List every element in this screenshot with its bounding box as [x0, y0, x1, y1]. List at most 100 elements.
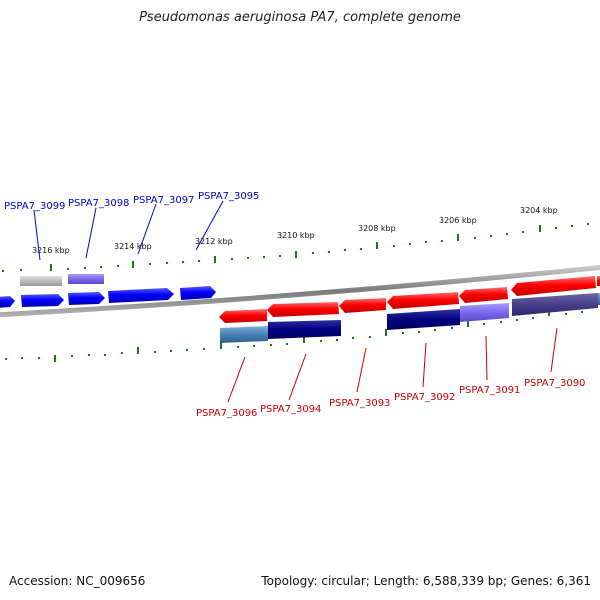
scale-label: 3206 kbp	[439, 216, 477, 225]
tick-mark	[295, 251, 297, 258]
tick-mark	[270, 344, 272, 346]
gene-label-reverse[interactable]: PSPA7_3090	[524, 378, 585, 389]
tick-mark	[137, 347, 139, 354]
gene-label-leader	[422, 342, 427, 388]
gene-arrow-forward[interactable]	[0, 296, 15, 308]
gene-arrow-forward[interactable]	[21, 294, 64, 307]
gene-arrow-reverse-partial[interactable]	[597, 276, 600, 286]
tick-mark	[20, 269, 22, 271]
tick-mark	[170, 350, 172, 352]
outer-tick-row	[2, 223, 589, 272]
gene-label-leader	[356, 347, 367, 393]
gene-feature-steel[interactable]	[220, 326, 268, 343]
tick-mark	[263, 256, 265, 258]
tick-mark	[154, 351, 156, 353]
gene-feature-slate[interactable]	[460, 303, 509, 322]
tick-mark	[506, 233, 508, 235]
gene-arrow-reverse[interactable]	[339, 298, 386, 313]
gene-feature-navy[interactable]	[268, 320, 341, 339]
gene-label-leader	[85, 207, 97, 259]
genome-title: Pseudomonas aeruginosa PA7, complete gen…	[139, 10, 461, 25]
tick-mark	[186, 349, 188, 351]
gene-label-forward[interactable]: PSPA7_3099	[4, 201, 65, 212]
tick-mark	[121, 352, 123, 354]
tick-mark	[117, 265, 119, 267]
tick-mark	[434, 329, 436, 331]
tick-mark	[286, 343, 288, 345]
tick-mark	[418, 331, 420, 333]
gene-feature-slate[interactable]	[68, 274, 104, 284]
gene-arrow-reverse[interactable]	[219, 309, 267, 323]
gene-label-leader	[33, 209, 41, 261]
gene-arrow-reverse[interactable]	[387, 292, 459, 309]
tick-mark	[220, 342, 222, 349]
tick-mark	[516, 319, 518, 321]
tick-mark	[328, 251, 330, 253]
gene-label-reverse[interactable]: PSPA7_3091	[459, 385, 520, 396]
tick-mark	[555, 227, 557, 229]
tick-mark	[565, 313, 567, 315]
tick-mark	[457, 234, 459, 241]
tick-mark	[539, 225, 541, 232]
tick-mark	[581, 311, 583, 313]
tick-mark	[303, 336, 305, 343]
gene-arrow-reverse[interactable]	[511, 276, 596, 296]
tick-mark	[336, 339, 338, 341]
tick-mark	[312, 252, 314, 254]
gene-arrow-forward[interactable]	[68, 292, 105, 305]
gene-feature-grey[interactable]	[20, 276, 62, 286]
tick-mark	[441, 240, 443, 242]
gene-label-leader	[288, 353, 307, 401]
gene-label-reverse[interactable]: PSPA7_3096	[196, 408, 257, 419]
topology-label: Topology: circular; Length: 6,588,339 bp…	[261, 574, 591, 588]
tick-mark	[474, 237, 476, 239]
tick-mark	[88, 354, 90, 356]
tick-mark	[214, 256, 216, 263]
gene-label-forward[interactable]: PSPA7_3098	[68, 198, 129, 209]
tick-mark	[71, 355, 73, 357]
gene-feature-slate-dark[interactable]	[512, 293, 598, 316]
gene-label-leader	[485, 335, 488, 381]
tick-mark	[532, 317, 534, 319]
gene-feature-navy[interactable]	[387, 309, 460, 330]
gene-arrow-reverse[interactable]	[459, 287, 508, 303]
tick-mark	[132, 261, 134, 268]
tick-mark	[467, 320, 469, 327]
scale-label: 3204 kbp	[520, 206, 558, 215]
gene-label-leader	[195, 200, 224, 251]
tick-mark	[54, 355, 56, 362]
accession-label: Accession: NC_009656	[9, 574, 146, 588]
gene-arrow-forward[interactable]	[180, 286, 216, 300]
gene-label-forward[interactable]: PSPA7_3095	[198, 191, 259, 202]
scale-label: 3212 kbp	[195, 237, 233, 246]
tick-mark	[369, 336, 371, 338]
gene-label-leader	[550, 327, 558, 373]
gene-feature-steel-partial[interactable]	[598, 293, 600, 305]
tick-mark	[5, 358, 7, 360]
tick-mark	[21, 357, 23, 359]
tick-mark	[425, 241, 427, 243]
gene-label-reverse[interactable]: PSPA7_3094	[260, 404, 321, 415]
tick-mark	[203, 348, 205, 350]
tick-mark	[500, 321, 502, 323]
tick-mark	[490, 235, 492, 237]
gene-arrow-reverse[interactable]	[267, 302, 339, 317]
tick-mark	[38, 357, 40, 359]
tick-mark	[237, 346, 239, 348]
gene-label-reverse[interactable]: PSPA7_3093	[329, 398, 390, 409]
tick-mark	[100, 266, 102, 268]
tick-mark	[522, 231, 524, 233]
tick-mark	[67, 268, 69, 270]
tick-mark	[360, 248, 362, 250]
gene-label-forward[interactable]: PSPA7_3097	[133, 195, 194, 206]
tick-mark	[247, 257, 249, 259]
tick-mark	[483, 323, 485, 325]
tick-mark	[149, 263, 151, 265]
tick-mark	[253, 345, 255, 347]
tick-mark	[344, 249, 346, 251]
scale-label: 3210 kbp	[277, 231, 315, 240]
gene-arrow-forward[interactable]	[108, 288, 174, 303]
gene-label-reverse[interactable]: PSPA7_3092	[394, 392, 455, 403]
